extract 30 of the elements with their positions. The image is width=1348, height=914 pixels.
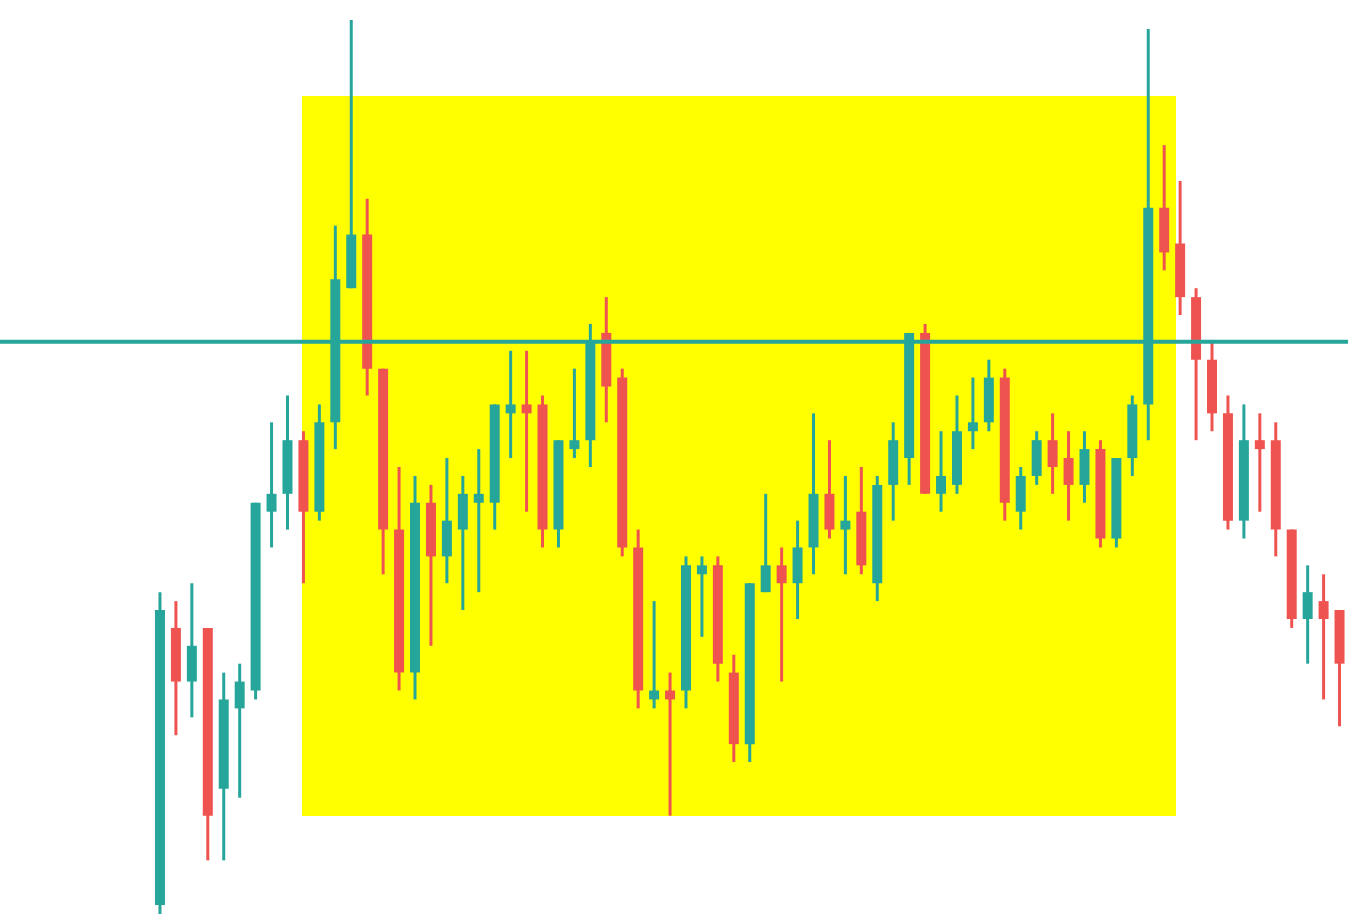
candlestick — [1159, 143, 1170, 272]
candlestick — [1079, 429, 1090, 505]
candlestick — [1302, 563, 1313, 666]
candlestick — [983, 358, 994, 433]
candlestick — [569, 367, 580, 460]
candlestick — [840, 474, 851, 576]
candlestick — [967, 376, 978, 451]
candlestick — [521, 349, 532, 514]
candlestick — [760, 492, 771, 594]
candlestick — [776, 545, 787, 684]
candlestick — [696, 554, 707, 639]
candlestick — [473, 447, 484, 594]
candlestick — [1047, 411, 1058, 496]
candlestick — [266, 420, 277, 549]
candlestick — [824, 438, 835, 541]
candlestick — [649, 599, 660, 710]
candlestick — [457, 474, 468, 612]
candlestick — [665, 671, 676, 818]
candlestick — [888, 420, 899, 523]
candlestick — [1318, 572, 1329, 701]
candlestick — [1015, 465, 1026, 532]
candlestick — [1063, 429, 1074, 523]
candlestick — [505, 349, 516, 460]
candlestick — [792, 519, 803, 621]
candlestick — [441, 456, 452, 585]
candlestick — [1254, 411, 1265, 514]
candlestick — [234, 662, 245, 800]
candlestick — [186, 581, 197, 719]
candlestick — [936, 429, 947, 514]
candlestick — [1031, 429, 1042, 487]
